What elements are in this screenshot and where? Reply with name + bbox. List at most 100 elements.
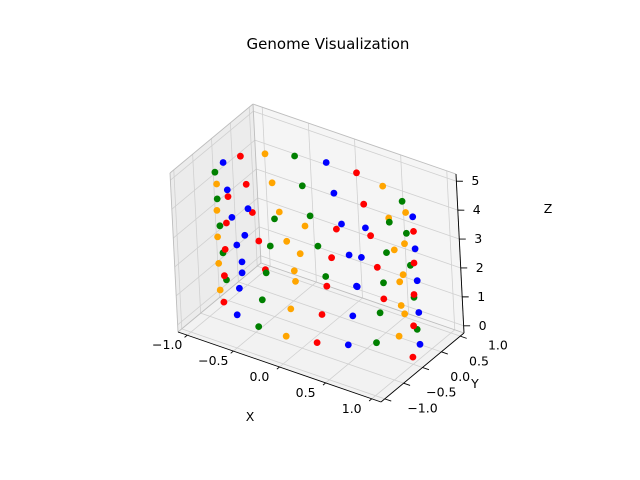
z-tick-label: 2 <box>476 260 484 275</box>
data-point <box>266 242 274 250</box>
grid-line-x-back <box>446 170 456 330</box>
data-point <box>349 312 357 320</box>
y-tick <box>441 351 448 355</box>
data-point <box>390 246 398 254</box>
data-point <box>244 205 252 213</box>
x-tick <box>322 382 326 386</box>
data-point <box>221 246 229 253</box>
y-tick-label: 0.5 <box>469 353 489 368</box>
data-point <box>301 222 309 230</box>
grid-line-z-left <box>174 197 258 268</box>
data-point <box>271 215 278 223</box>
data-point <box>261 150 269 158</box>
data-point <box>415 309 423 316</box>
data-point <box>411 245 419 253</box>
data-point <box>262 269 270 277</box>
z-tick-label: 1 <box>477 289 485 304</box>
y-tick <box>422 367 430 371</box>
data-point <box>401 240 408 248</box>
data-point <box>416 340 424 348</box>
data-point <box>292 278 299 285</box>
data-point <box>353 169 360 177</box>
data-point <box>323 282 331 290</box>
data-point <box>353 283 361 291</box>
y-tick-label: −1.0 <box>407 400 437 415</box>
data-point <box>338 220 345 228</box>
data-point <box>211 168 219 176</box>
grid-line-y-floor <box>257 265 461 337</box>
data-point <box>216 222 224 230</box>
data-point <box>224 193 232 201</box>
grid-line-z-back <box>259 226 463 298</box>
x-tick-label: −0.5 <box>198 353 228 368</box>
z-tick-label: 5 <box>471 173 479 188</box>
x-tick-label: 0.0 <box>249 369 269 384</box>
data-point <box>410 259 418 267</box>
data-point <box>223 219 230 227</box>
z-axis-line <box>455 173 465 334</box>
data-point <box>242 180 250 188</box>
x-tick <box>184 334 188 338</box>
data-point <box>330 189 338 197</box>
data-points <box>211 150 424 361</box>
data-point <box>376 309 384 317</box>
data-point <box>409 213 417 221</box>
grid-line-y-left <box>173 169 183 329</box>
data-point <box>238 258 246 266</box>
data-point <box>345 251 353 259</box>
pane-edge <box>252 103 262 264</box>
data-point <box>379 182 387 190</box>
data-point <box>213 180 221 188</box>
pane-edge <box>252 103 457 175</box>
data-point <box>314 242 322 250</box>
grid-line-y-floor <box>181 328 385 400</box>
data-point <box>283 237 291 245</box>
data-point <box>258 296 266 304</box>
data-point <box>410 322 417 330</box>
data-point <box>255 237 263 245</box>
y-tick-label: 0.0 <box>450 369 470 384</box>
data-point <box>358 254 365 261</box>
data-point <box>228 214 236 221</box>
x-tick <box>230 350 234 354</box>
data-point <box>233 241 241 249</box>
z-tick-label: 4 <box>473 202 481 217</box>
data-point <box>318 311 326 318</box>
data-point <box>220 298 228 306</box>
data-point <box>396 278 404 286</box>
data-point <box>373 339 380 347</box>
grid-line-z-back <box>256 168 460 240</box>
grid-line-z-left <box>173 168 257 239</box>
data-point <box>215 260 223 267</box>
data-point <box>398 197 406 205</box>
data-point <box>367 232 374 240</box>
data-point <box>373 263 381 271</box>
data-point <box>413 277 421 285</box>
grid-line-z-back <box>257 197 461 269</box>
data-point <box>213 207 221 214</box>
y-tick <box>403 382 411 386</box>
chart-title: Genome Visualization <box>247 35 410 53</box>
x-tick-label: 1.0 <box>342 401 362 416</box>
data-point <box>255 323 263 330</box>
data-point <box>233 311 241 319</box>
grid-lines <box>170 107 464 400</box>
x-tick <box>276 366 280 370</box>
data-point <box>410 291 418 298</box>
x-tick-label: −1.0 <box>152 337 182 352</box>
z-axis-label: Z <box>544 201 553 216</box>
data-point <box>223 186 231 194</box>
data-point <box>237 152 244 160</box>
z-tick-label: 3 <box>474 231 482 246</box>
data-point <box>291 152 298 160</box>
pane-edge <box>177 262 262 333</box>
data-point <box>241 231 249 239</box>
y-tick <box>384 398 392 402</box>
data-point <box>322 159 330 166</box>
grid-line-z-back <box>253 110 457 182</box>
data-point <box>403 229 410 237</box>
data-point <box>287 305 295 313</box>
grid-line-y-left <box>229 122 239 282</box>
data-point <box>219 159 227 166</box>
